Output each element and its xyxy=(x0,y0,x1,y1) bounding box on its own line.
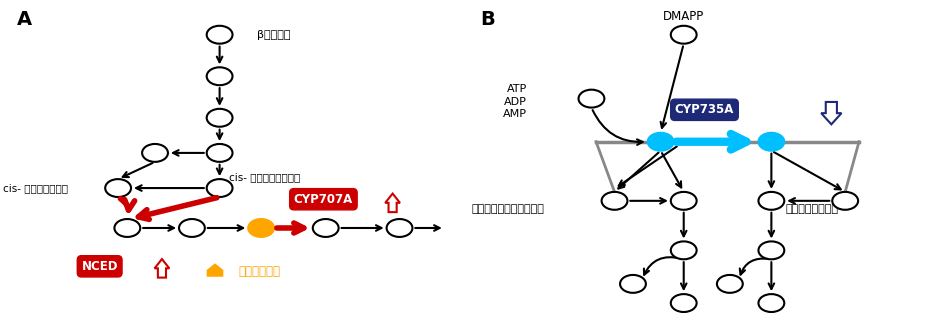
Circle shape xyxy=(620,275,646,293)
Text: cis- ビオラキサンチン: cis- ビオラキサンチン xyxy=(229,172,300,182)
Circle shape xyxy=(832,192,858,210)
Circle shape xyxy=(207,26,233,44)
Circle shape xyxy=(105,179,131,197)
Text: アブシシン酸: アブシシン酸 xyxy=(238,265,280,278)
Text: βカロテン: βカロテン xyxy=(257,30,290,40)
Circle shape xyxy=(313,219,339,237)
Circle shape xyxy=(671,26,696,44)
Circle shape xyxy=(671,241,696,259)
Circle shape xyxy=(115,219,141,237)
Text: B: B xyxy=(480,10,495,29)
Polygon shape xyxy=(821,102,842,124)
Text: A: A xyxy=(17,10,32,29)
Circle shape xyxy=(207,144,233,162)
Text: DMAPP: DMAPP xyxy=(663,10,705,23)
Circle shape xyxy=(142,144,168,162)
Circle shape xyxy=(717,275,743,293)
Polygon shape xyxy=(385,194,400,212)
Polygon shape xyxy=(207,263,223,277)
Circle shape xyxy=(207,67,233,85)
Circle shape xyxy=(386,219,412,237)
Circle shape xyxy=(207,179,233,197)
Circle shape xyxy=(671,294,696,312)
Text: CYP707A: CYP707A xyxy=(294,193,353,206)
Circle shape xyxy=(759,133,784,151)
Circle shape xyxy=(671,192,696,210)
Text: ATP
ADP
AMP: ATP ADP AMP xyxy=(503,84,527,119)
Text: NCED: NCED xyxy=(81,260,118,273)
Circle shape xyxy=(759,294,784,312)
Text: イソペンティルアデニン: イソペンティルアデニン xyxy=(471,204,545,214)
Text: トランスゼアチン: トランスゼアチン xyxy=(785,204,838,214)
Circle shape xyxy=(648,133,673,151)
Circle shape xyxy=(578,90,604,108)
Circle shape xyxy=(759,241,784,259)
Text: CYP735A: CYP735A xyxy=(675,103,735,116)
Circle shape xyxy=(179,219,205,237)
Circle shape xyxy=(759,192,784,210)
Text: cis- ネオキサンチン: cis- ネオキサンチン xyxy=(3,183,68,193)
Circle shape xyxy=(207,109,233,127)
Polygon shape xyxy=(155,259,169,278)
Circle shape xyxy=(601,192,627,210)
Circle shape xyxy=(249,219,274,237)
